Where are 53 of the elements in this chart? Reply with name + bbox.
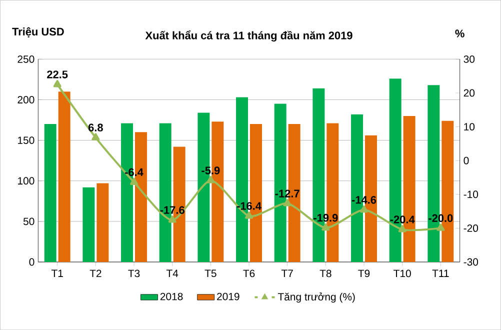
x-tick-label: T7 <box>281 270 293 277</box>
y-tick-label: 150 <box>18 136 34 144</box>
x-tick-label: T10 <box>394 270 411 278</box>
point <box>244 211 254 219</box>
point <box>436 224 445 231</box>
y2-tick-label: -10 <box>464 190 478 198</box>
y-tick-label: 200 <box>18 96 34 104</box>
x-tick-label: T11 <box>432 270 449 277</box>
x-tick-label: T3 <box>128 270 140 278</box>
y2-tick-label: -20 <box>464 224 478 232</box>
data-label: -20.4 <box>390 216 415 224</box>
y2-tick-label: 10 <box>464 123 475 130</box>
legend-label: Tăng trưởng (%) <box>278 292 355 303</box>
point <box>398 224 406 232</box>
bar <box>44 124 56 262</box>
point <box>168 216 176 223</box>
y-tick-label: 250 <box>18 55 34 63</box>
y2-tick-label: 30 <box>464 55 475 63</box>
bar <box>58 92 70 262</box>
x-tick-label: T1 <box>51 270 63 277</box>
legend-label: 2018 <box>160 292 183 300</box>
point <box>130 178 138 185</box>
point <box>322 223 330 231</box>
y2-tick-label: -30 <box>464 258 478 266</box>
x-tick-label: T5 <box>204 270 216 277</box>
data-label: 6.8 <box>88 124 103 132</box>
data-label: -19.9 <box>314 214 338 222</box>
y2-tick-label: 0 <box>464 156 469 164</box>
data-label: 22.5 <box>47 70 68 78</box>
y2-axis-title: % <box>455 30 464 38</box>
x-tick-label: T9 <box>358 270 370 278</box>
y-tick-label: 50 <box>23 218 34 226</box>
point <box>92 133 100 140</box>
x-tick-label: T4 <box>166 270 178 277</box>
y-tick-label: 100 <box>18 177 34 184</box>
point <box>360 205 368 213</box>
legend-label: 2019 <box>217 292 240 300</box>
bar <box>96 183 109 262</box>
chart-title: Xuất khẩu cá tra 11 tháng đầu năm 2019 <box>145 30 352 42</box>
y2-tick-label: 20 <box>464 89 475 97</box>
data-label: -20.0 <box>428 214 453 222</box>
x-tick-label: T6 <box>243 270 255 278</box>
x-tick-label: T2 <box>90 270 102 277</box>
x-tick-label: T8 <box>320 270 332 278</box>
point <box>206 176 215 184</box>
y-axis-title: Triệu USD <box>12 27 64 38</box>
data-label: -12.7 <box>275 190 300 198</box>
point <box>53 80 62 88</box>
bar <box>82 187 95 262</box>
data-label: -14.6 <box>352 196 376 204</box>
point <box>283 198 292 206</box>
data-label: -5.9 <box>202 166 220 174</box>
y-tick-label: 0 <box>29 258 34 266</box>
